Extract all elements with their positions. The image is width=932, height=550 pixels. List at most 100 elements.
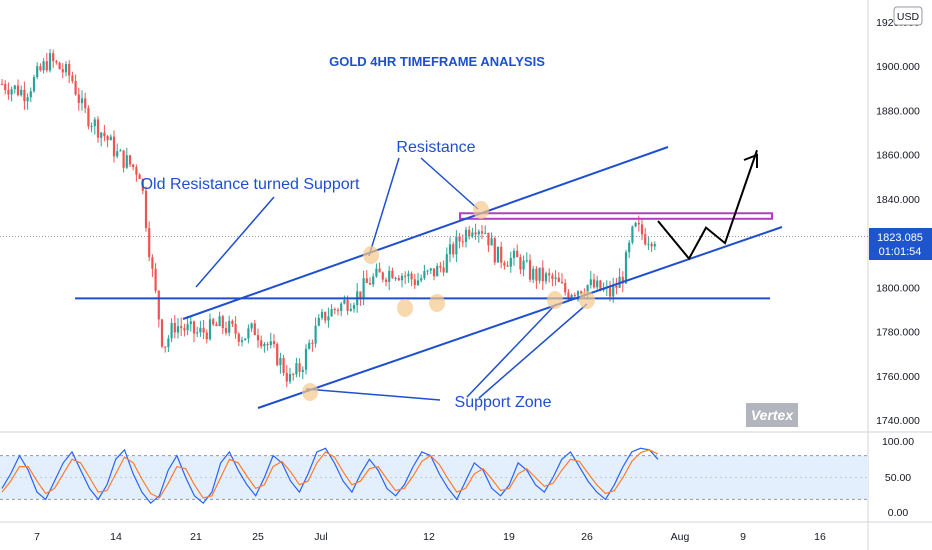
candle-body xyxy=(544,273,548,282)
candle-body xyxy=(256,335,260,341)
candle-body xyxy=(442,267,445,273)
candle-body xyxy=(346,299,349,311)
candle-body xyxy=(288,373,292,382)
candle-body xyxy=(567,292,570,298)
candle-body xyxy=(276,344,279,366)
drawing-overlays xyxy=(0,146,868,409)
candle-body xyxy=(4,84,7,91)
candle-body xyxy=(298,363,301,372)
candle-body xyxy=(23,89,26,102)
candle-body xyxy=(42,61,45,71)
candle-body xyxy=(503,262,506,266)
candle-body xyxy=(573,295,576,297)
candle-body xyxy=(39,66,42,71)
candle-body xyxy=(477,231,480,235)
candle-body xyxy=(314,325,317,344)
candle-body xyxy=(368,282,372,285)
candle-body xyxy=(228,320,231,333)
candle-body xyxy=(349,308,352,311)
candle-body xyxy=(84,98,87,109)
candle-body xyxy=(484,232,487,234)
annotation-pointer xyxy=(195,196,275,288)
candle-body xyxy=(404,275,407,277)
candle-body xyxy=(410,273,413,280)
candle-body xyxy=(272,341,276,345)
highlight-marker xyxy=(363,246,379,264)
candle-body xyxy=(253,323,256,336)
candle-body xyxy=(295,363,298,375)
candle-body xyxy=(263,343,266,347)
currency-badge[interactable] xyxy=(893,6,923,26)
candle-body xyxy=(0,83,4,85)
candle-body xyxy=(186,324,189,331)
time-tick-label: 7 xyxy=(34,531,40,543)
candle-body xyxy=(202,327,205,333)
candle-body xyxy=(240,340,244,342)
candle-body xyxy=(592,279,596,288)
candle-body xyxy=(224,328,228,333)
stoch-tick-50: 50.00 xyxy=(885,472,911,484)
candle-body xyxy=(336,309,340,311)
candle-body xyxy=(208,319,212,340)
candle-body xyxy=(490,238,493,246)
candle-body xyxy=(423,271,426,279)
candle-body xyxy=(586,285,589,295)
candle-body xyxy=(381,272,384,280)
candle-body xyxy=(196,332,199,334)
lower-channel-line xyxy=(257,226,783,409)
candle-body xyxy=(647,243,650,245)
candle-body xyxy=(100,132,103,138)
candle-body xyxy=(388,270,391,282)
candle-body xyxy=(260,340,263,347)
candle-body xyxy=(138,174,141,180)
candle-body xyxy=(506,265,509,267)
candle-body xyxy=(96,119,100,138)
candle-body xyxy=(10,89,13,95)
price-tag-countdown: 01:01:54 xyxy=(879,246,922,258)
candle-body xyxy=(394,278,397,280)
candle-body xyxy=(301,369,304,372)
candle-body xyxy=(468,229,471,237)
candle-body xyxy=(116,151,119,157)
annotation-pointer xyxy=(305,388,441,401)
candle-body xyxy=(157,290,160,320)
candle-body xyxy=(615,285,618,288)
price-tick-label: 1780.000 xyxy=(876,327,920,339)
candle-body xyxy=(519,257,522,270)
candle-body xyxy=(52,53,55,62)
candle-body xyxy=(448,244,452,255)
candle-body xyxy=(496,246,500,263)
candle-body xyxy=(269,341,272,346)
candle-body xyxy=(106,136,109,141)
candle-body xyxy=(285,373,288,382)
candle-body xyxy=(135,167,138,175)
candle-body xyxy=(372,276,375,285)
candle-body xyxy=(426,270,429,272)
candle-body xyxy=(7,90,10,95)
price-tick-label: 1880.000 xyxy=(876,105,920,117)
candle-body xyxy=(378,268,381,273)
candle-body xyxy=(432,268,436,277)
price-tick-label: 1760.000 xyxy=(876,371,920,383)
candle-body xyxy=(343,299,346,304)
candle-body xyxy=(119,150,122,152)
candle-body xyxy=(317,317,320,326)
resistance-band xyxy=(459,212,773,220)
time-tick-label: 19 xyxy=(503,531,515,543)
resistance-label: Resistance xyxy=(396,139,475,156)
candle-body xyxy=(365,278,368,283)
upper-channel-line xyxy=(182,146,669,320)
candle-body xyxy=(183,328,186,331)
candle-body xyxy=(218,316,221,327)
candle-body xyxy=(535,268,538,281)
candle-body xyxy=(71,75,74,82)
candle-body xyxy=(644,234,647,245)
candle-body xyxy=(109,136,112,141)
candle-body xyxy=(384,279,388,282)
price-tick-label: 1900.000 xyxy=(876,61,920,73)
candle-body xyxy=(551,275,554,280)
candle-body xyxy=(487,232,490,246)
highlight-marker xyxy=(397,299,413,317)
candle-body xyxy=(429,268,432,271)
